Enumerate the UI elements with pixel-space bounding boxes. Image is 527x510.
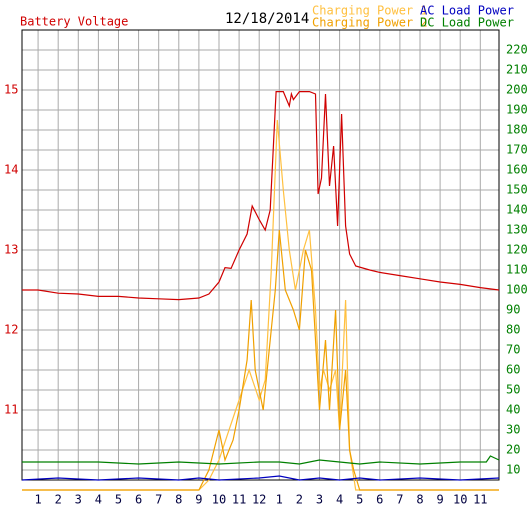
y2-tick-label: 140 (506, 203, 527, 217)
y2-tick-label: 60 (506, 363, 520, 377)
y2-tick-label: 180 (506, 123, 527, 137)
y2-tick-label: 10 (506, 463, 520, 477)
y-tick-label: 13 (4, 243, 18, 257)
y2-tick-label: 220 (506, 43, 527, 57)
y2-tick-label: 40 (506, 403, 520, 417)
y2-tick-label: 160 (506, 163, 527, 177)
x-tick-label: 8 (416, 493, 423, 507)
plot-frame (21, 29, 500, 481)
x-tick-label: 9 (195, 493, 202, 507)
y2-tick-label: 30 (506, 423, 520, 437)
y2-tick-label: 130 (506, 223, 527, 237)
x-tick-label: 6 (135, 493, 142, 507)
series-line (22, 229, 499, 491)
y2-tick-label: 190 (506, 103, 527, 117)
legend-entry: Battery Voltage (20, 15, 128, 29)
y2-tick-label: 80 (506, 323, 520, 337)
series-line (21, 475, 500, 481)
x-tick-label: 4 (336, 493, 343, 507)
series-line (22, 455, 500, 465)
y2-tick-label: 120 (506, 243, 527, 257)
series-line (22, 91, 500, 301)
y2-tick-label: 210 (506, 63, 527, 77)
x-tick-label: 1 (34, 493, 41, 507)
x-tick-label: 7 (396, 493, 403, 507)
y-tick-label: 15 (4, 83, 18, 97)
y2-tick-label: 90 (506, 303, 520, 317)
x-tick-label: 6 (376, 493, 383, 507)
x-tick-label: 2 (55, 493, 62, 507)
x-tick-label: 10 (453, 493, 467, 507)
x-tick-label: 11 (232, 493, 246, 507)
y-tick-label: 11 (4, 403, 18, 417)
x-tick-label: 3 (75, 493, 82, 507)
x-tick-label: 5 (115, 493, 122, 507)
y-tick-label: 12 (4, 323, 18, 337)
x-tick-label: 3 (316, 493, 323, 507)
y-tick-label: 14 (4, 163, 18, 177)
y2-tick-label: 20 (506, 443, 520, 457)
y2-tick-label: 150 (506, 183, 527, 197)
y2-tick-label: 170 (506, 143, 527, 157)
x-tick-label: 10 (212, 493, 226, 507)
x-tick-label: 11 (473, 493, 487, 507)
legend-entry: AC Load Power (420, 4, 514, 18)
y2-tick-label: 110 (506, 263, 527, 277)
legend-entry: Charging Power 2 (312, 16, 428, 30)
x-tick-label: 1 (276, 493, 283, 507)
x-tick-label: 12 (252, 493, 266, 507)
y2-tick-label: 70 (506, 343, 520, 357)
x-tick-label: 7 (155, 493, 162, 507)
legend-entry: DC Load Power (420, 16, 514, 30)
legend-entry: Charging Power 1 (312, 4, 428, 18)
y2-tick-label: 50 (506, 383, 520, 397)
date: 12/18/2014 (225, 11, 309, 27)
y2-tick-label: 100 (506, 283, 527, 297)
x-tick-label: 4 (95, 493, 102, 507)
x-tick-label: 9 (436, 493, 443, 507)
x-tick-label: 5 (356, 493, 363, 507)
x-tick-label: 8 (175, 493, 182, 507)
x-tick-label: 2 (296, 493, 303, 507)
y2-tick-label: 200 (506, 83, 527, 97)
